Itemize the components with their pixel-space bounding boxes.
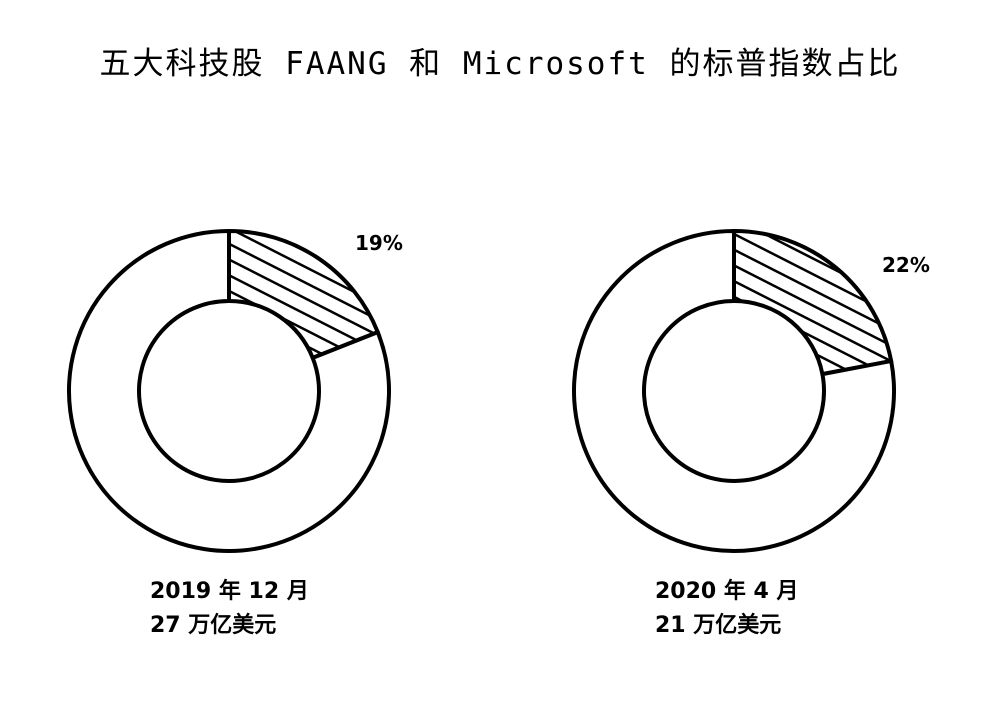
slice-rest: [67, 229, 391, 553]
slice-faang-msft: [732, 229, 894, 377]
caption-date: 2020 年 4 月: [655, 579, 799, 604]
slice-rest: [572, 229, 896, 553]
slice-label: 19%: [355, 231, 403, 255]
slice-label: 22%: [882, 253, 930, 277]
caption-2020: 2020 年 4 月 21 万亿美元: [655, 575, 799, 643]
caption-date: 2019 年 12 月: [150, 579, 309, 604]
chart-title: 五大科技股 FAANG 和 Microsoft 的标普指数占比: [99, 46, 901, 82]
caption-value: 21 万亿美元: [655, 613, 782, 638]
slice-faang-msft: [227, 229, 380, 360]
caption-value: 27 万亿美元: [150, 613, 277, 638]
caption-2019: 2019 年 12 月 27 万亿美元: [150, 575, 309, 643]
